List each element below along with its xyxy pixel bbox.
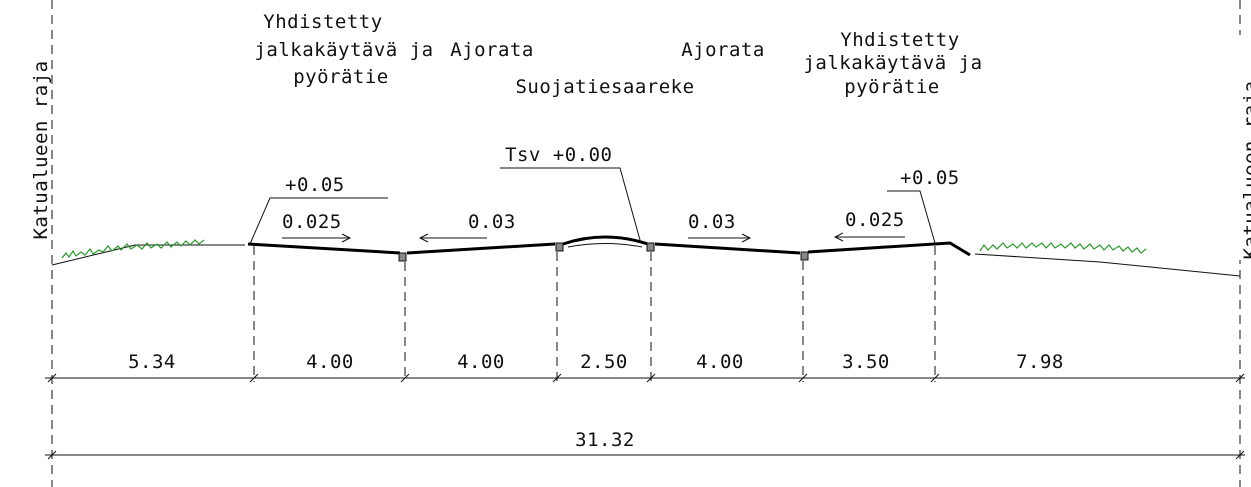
surface	[654, 242, 801, 255]
island	[567, 243, 643, 248]
curb	[646, 242, 655, 252]
slope: 0.03	[468, 211, 516, 233]
zone-label: jalkakäytävä ja	[254, 39, 433, 61]
elevation: +0.05	[285, 174, 345, 196]
grass	[979, 242, 1147, 254]
leader	[249, 197, 388, 245]
island	[562, 235, 649, 246]
zone-label: Yhdistetty	[263, 11, 382, 33]
dimension: 7.98	[1016, 351, 1064, 373]
boundary-label: Katualueen raja	[30, 60, 52, 239]
ground	[974, 253, 1241, 277]
elevation: Tsv +0.00	[505, 144, 612, 166]
dimension: 4.00	[457, 351, 505, 373]
slope: 0.025	[282, 211, 342, 233]
dimension: 2.50	[580, 351, 628, 373]
dimension: 4.00	[306, 351, 354, 373]
boundary-label: Katualueen raja	[1240, 80, 1251, 259]
dimension: 5.34	[128, 351, 176, 373]
extension-lines	[253, 246, 936, 382]
leader	[887, 190, 936, 244]
dimension-tick	[1235, 450, 1245, 460]
zone-label: Yhdistetty	[840, 29, 959, 51]
zone-label: jalkakäytävä ja	[803, 52, 982, 74]
zone-label: pyörätie	[844, 76, 940, 98]
leader	[500, 167, 641, 241]
label-bg	[1238, 35, 1251, 260]
surface	[406, 242, 556, 255]
slope-arrow	[833, 232, 905, 242]
zone-label: Ajorata	[681, 39, 765, 61]
curb	[398, 252, 407, 262]
slope: 0.03	[688, 211, 736, 233]
dimension-tick	[47, 450, 57, 460]
slope-arrow	[282, 233, 352, 243]
curb	[555, 242, 564, 252]
dimension: 4.00	[696, 351, 744, 373]
surface	[807, 241, 971, 257]
dimension-ticks	[47, 373, 1245, 383]
zone-label: Ajorata	[450, 39, 534, 61]
grass	[61, 239, 205, 259]
slope: 0.025	[845, 209, 905, 231]
elevation: +0.05	[900, 167, 960, 189]
ground	[51, 244, 245, 266]
zone-label: pyörätie	[293, 66, 389, 88]
label-bg	[30, 35, 50, 260]
dimension: 3.50	[842, 351, 890, 373]
curb	[800, 251, 809, 261]
surface	[247, 242, 401, 255]
zone-label: Suojatiesaareke	[515, 76, 694, 98]
slope-arrow	[418, 233, 487, 243]
slope-arrow	[688, 233, 752, 243]
total-dimension: 31.32	[575, 429, 635, 451]
